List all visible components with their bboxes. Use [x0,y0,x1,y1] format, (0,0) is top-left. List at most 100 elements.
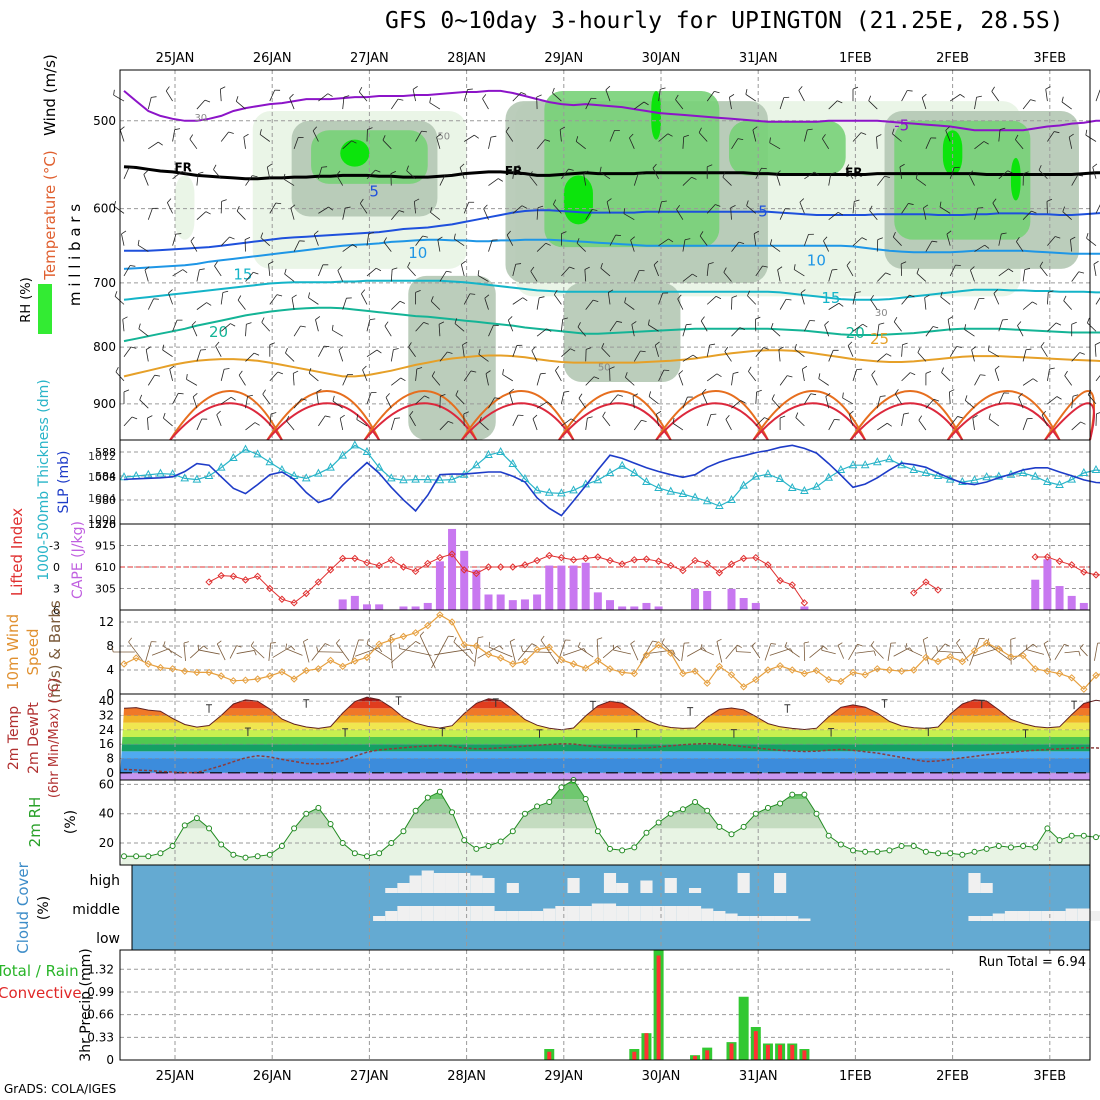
wind-speed-point [715,662,724,671]
wind-barb [658,292,669,305]
rh-point [230,851,237,858]
thickness-point [1079,467,1089,476]
wind-barb [916,268,927,282]
wind-barb [536,242,551,252]
li-line [1035,556,1100,576]
wind-barb [1094,342,1100,357]
rh-point [1056,837,1063,844]
wind-barb [390,98,404,110]
surface-wind-barb [1026,644,1045,655]
cloud-cell [409,875,422,893]
wind-barb [876,134,882,149]
wind-barb [463,88,473,102]
cloud-cell [1017,911,1030,921]
wind-barb [312,126,319,142]
wind-barb [923,204,929,220]
rh-point [412,807,419,814]
li-line [913,581,939,594]
wind-speed-point [521,657,529,666]
cloud-cell [968,916,981,921]
wind-barb [308,292,319,305]
wind-barb [924,294,930,310]
rh-point [193,815,200,822]
wind-barb [172,319,183,332]
wind-barb [536,372,546,386]
wind-barb [998,319,1008,332]
thickness-point [727,494,736,503]
wind-barb [947,316,953,332]
dewpoint-line [123,742,1100,774]
li-point [448,550,456,558]
temp-line [123,696,1100,731]
wind-barb [439,174,451,186]
wind-barb [391,377,406,386]
wind-barb [213,164,222,180]
thickness-point [386,473,396,482]
li-point [739,554,748,563]
cloud-cell [980,916,993,921]
wind-speed-point [1055,669,1064,678]
wind-speed-point [1092,671,1100,680]
wind-barb [122,316,128,332]
rh-point [655,819,662,826]
rh-point [206,825,213,832]
wind-barb [290,204,296,220]
wind-barb [998,170,1013,180]
wind-barb [245,352,260,362]
wind-barb [974,244,990,252]
wind-barb [1095,411,1100,426]
wind-barb [505,126,514,142]
cloud-cell [543,908,556,921]
wind-barb [823,236,830,252]
wind-barb [162,344,173,358]
wind-barb [147,96,157,110]
wind-barb [602,411,611,427]
isotherm-label: 10 [807,251,826,269]
li-point [776,576,784,585]
rh-point [619,847,626,854]
wind-barb [992,198,1000,214]
thickness-point [751,471,761,480]
wind-barb [1015,134,1024,150]
wind-speed-point [205,668,213,677]
wind-barb [478,349,489,362]
rh-point [874,848,881,855]
precip-convective-bar [790,1044,795,1060]
rh-legend-swatch [38,284,52,334]
rh-point [716,823,723,830]
wind-barb [172,171,187,180]
wind-barb [143,170,149,186]
wind-barb [318,93,333,102]
wind-barb [658,133,673,142]
wind-barb [682,354,698,362]
wind-barb [172,128,181,142]
wind-speed-point [861,671,869,679]
surface-wind-barb [183,641,189,662]
surface-wind-barb [661,638,680,662]
rh-panel: 20 40 60 [99,777,1100,865]
cloud-cell [737,873,750,893]
wind-speed-point [533,645,541,654]
cloud-cell [774,916,787,921]
wind-barb [1040,341,1048,357]
wind-barb [383,237,392,252]
wind-barb [852,323,868,332]
thickness-point [496,446,505,455]
surface-wind-barb [602,645,622,659]
wind-barb [585,209,598,220]
wind-barb [893,316,902,332]
rh-point [303,810,310,817]
wind-barb [483,204,489,220]
wind-barb [779,96,790,110]
wind-barb [332,395,343,409]
wind-barb [974,298,985,310]
wind-barb [119,126,125,142]
thickness-point [605,467,615,476]
cloud-level-label: middle [72,902,120,918]
wind-speed-point [266,672,274,680]
wind-speed-point [472,642,481,650]
thickness-point [156,468,165,477]
surface-isotherm [363,390,478,441]
wind-barb [316,389,322,404]
wind-barb [998,232,1007,246]
